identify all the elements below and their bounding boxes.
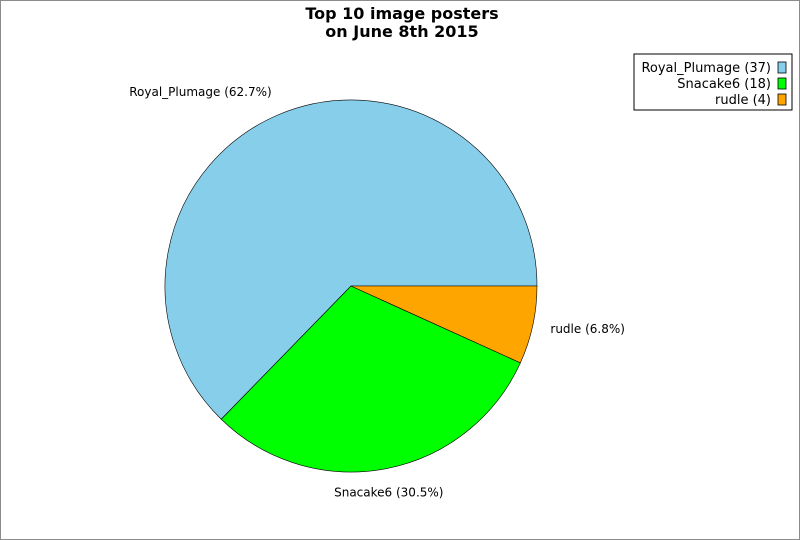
chart-title: Top 10 image posters on June 8th 2015 [305,4,498,41]
slice-label-rudle: rudle (6.8%) [550,322,625,336]
legend-label-royal-plumage: Royal_Plumage (37) [641,61,771,76]
chart-title-line-2: on June 8th 2015 [325,22,478,41]
pie-slice-snacake6 [220,285,521,473]
pie-slice-labels: Royal_Plumage (62.7%) Snacake6 (30.5%) rud… [129,85,625,499]
legend-swatch-rudle [777,93,787,106]
slice-label-royal-plumage: Royal_Plumage (62.7%) [129,85,271,99]
chart-title-line-1: Top 10 image posters [305,4,498,23]
legend: Royal_Plumage (37)Snacake6 (18)rudle (4) [633,53,793,111]
legend-box [633,53,793,111]
legend-label-snacake6: Snacake6 (18) [677,77,771,92]
legend-swatch-snacake6 [777,77,787,90]
pie-slice-royal-plumage [164,99,538,420]
legend-swatch-royal-plumage [777,61,787,74]
pie-slices [164,99,538,473]
pie-slice-rudle [350,285,538,364]
legend-label-rudle: rudle (4) [715,93,771,108]
slice-label-snacake6: Snacake6 (30.5%) [334,486,443,500]
